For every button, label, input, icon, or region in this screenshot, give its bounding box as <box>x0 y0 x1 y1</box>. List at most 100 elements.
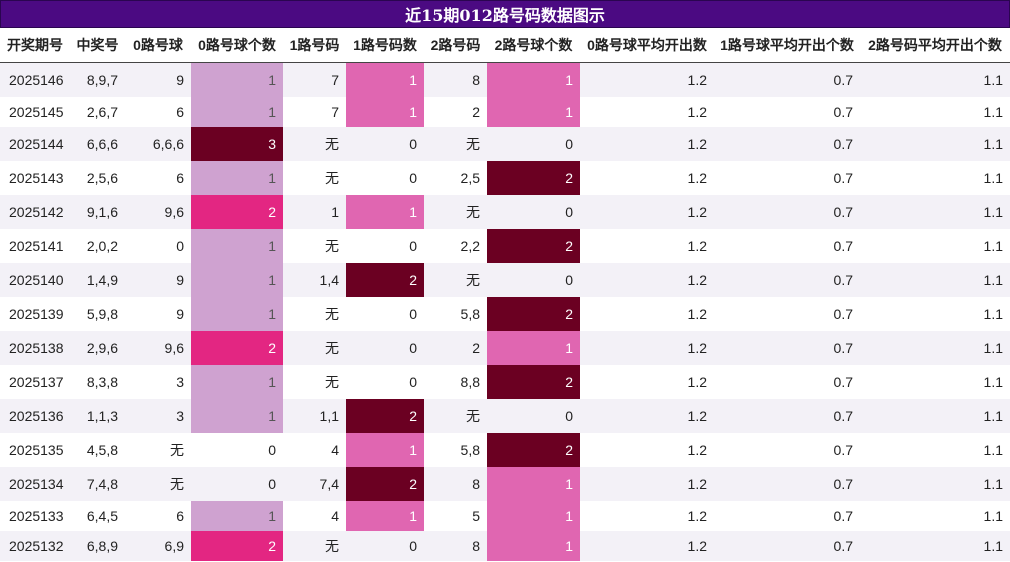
cell-route0: 0 <box>125 229 191 263</box>
cell-period: 2025143 <box>0 161 70 195</box>
cell-route1-avg: 0.7 <box>714 297 860 331</box>
cell-route0-avg: 1.2 <box>580 62 714 97</box>
cell-period: 2025145 <box>0 97 70 127</box>
cell-route2-avg: 1.1 <box>860 195 1010 229</box>
cell-route0-avg: 1.2 <box>580 263 714 297</box>
cell-route1: 1,4 <box>283 263 346 297</box>
cell-route2-count: 2 <box>487 229 580 263</box>
cell-route2-avg: 1.1 <box>860 467 1010 501</box>
cell-numbers: 8,3,8 <box>70 365 125 399</box>
cell-period: 2025142 <box>0 195 70 229</box>
table-row: 2025146 8,9,7 9 1 7 1 8 1 1.2 0.7 1.1 <box>0 62 1010 97</box>
cell-route1-avg: 0.7 <box>714 331 860 365</box>
cell-route0-avg: 1.2 <box>580 297 714 331</box>
cell-route0-count: 1 <box>191 297 283 331</box>
cell-numbers: 6,6,6 <box>70 127 125 161</box>
cell-route0-avg: 1.2 <box>580 97 714 127</box>
route-number-table: 开奖期号 中奖号 0路号球 0路号球个数 1路号码 1路号码数 2路号码 2路号… <box>0 28 1010 561</box>
cell-route0: 6,9 <box>125 531 191 561</box>
cell-route0: 9,6 <box>125 195 191 229</box>
header-route0-avg: 0路号球平均开出数 <box>580 28 714 63</box>
cell-route0-count: 1 <box>191 501 283 531</box>
cell-route1-avg: 0.7 <box>714 501 860 531</box>
cell-route0-count: 2 <box>191 195 283 229</box>
table-row: 2025134 7,4,8 无 0 7,4 2 8 1 1.2 0.7 1.1 <box>0 467 1010 501</box>
cell-route2-count: 2 <box>487 433 580 467</box>
cell-route1: 1,1 <box>283 399 346 433</box>
cell-route2-count: 1 <box>487 467 580 501</box>
cell-route1-count: 0 <box>346 297 424 331</box>
cell-route1-count: 1 <box>346 195 424 229</box>
cell-route2-count: 2 <box>487 297 580 331</box>
header-route1-count: 1路号码数 <box>346 28 424 63</box>
cell-numbers: 6,4,5 <box>70 501 125 531</box>
cell-numbers: 1,1,3 <box>70 399 125 433</box>
cell-route0: 6 <box>125 97 191 127</box>
cell-route0-count: 3 <box>191 127 283 161</box>
cell-route2-count: 0 <box>487 127 580 161</box>
cell-period: 2025136 <box>0 399 70 433</box>
cell-route1: 无 <box>283 331 346 365</box>
cell-route1-avg: 0.7 <box>714 97 860 127</box>
cell-route1-avg: 0.7 <box>714 62 860 97</box>
cell-route0: 无 <box>125 433 191 467</box>
cell-route2-count: 1 <box>487 331 580 365</box>
cell-route1-avg: 0.7 <box>714 229 860 263</box>
cell-route1-count: 1 <box>346 62 424 97</box>
table-row: 2025136 1,1,3 3 1 1,1 2 无 0 1.2 0.7 1.1 <box>0 399 1010 433</box>
cell-numbers: 5,9,8 <box>70 297 125 331</box>
cell-route2-avg: 1.1 <box>860 365 1010 399</box>
cell-route2: 8 <box>424 531 487 561</box>
table-row: 2025133 6,4,5 6 1 4 1 5 1 1.2 0.7 1.1 <box>0 501 1010 531</box>
cell-route0-avg: 1.2 <box>580 127 714 161</box>
cell-route1: 7,4 <box>283 467 346 501</box>
cell-route0-avg: 1.2 <box>580 365 714 399</box>
cell-route2: 2 <box>424 97 487 127</box>
cell-route0-count: 1 <box>191 62 283 97</box>
cell-route2-avg: 1.1 <box>860 161 1010 195</box>
header-period: 开奖期号 <box>0 28 70 63</box>
cell-route0: 3 <box>125 365 191 399</box>
cell-route0-count: 1 <box>191 229 283 263</box>
cell-numbers: 8,9,7 <box>70 62 125 97</box>
header-route1: 1路号码 <box>283 28 346 63</box>
header-route0: 0路号球 <box>125 28 191 63</box>
cell-route2-avg: 1.1 <box>860 331 1010 365</box>
cell-route1-avg: 0.7 <box>714 263 860 297</box>
cell-route0-count: 2 <box>191 531 283 561</box>
cell-route2: 无 <box>424 399 487 433</box>
cell-numbers: 4,5,8 <box>70 433 125 467</box>
cell-route2: 无 <box>424 263 487 297</box>
header-route2-avg: 2路号码平均开出个数 <box>860 28 1010 63</box>
cell-route0: 无 <box>125 467 191 501</box>
table-row: 2025138 2,9,6 9,6 2 无 0 2 1 1.2 0.7 1.1 <box>0 331 1010 365</box>
cell-route0: 9,6 <box>125 331 191 365</box>
cell-route1-count: 2 <box>346 263 424 297</box>
cell-route2-count: 1 <box>487 531 580 561</box>
cell-route2-avg: 1.1 <box>860 297 1010 331</box>
cell-route2-count: 1 <box>487 62 580 97</box>
cell-route1: 4 <box>283 433 346 467</box>
cell-period: 2025144 <box>0 127 70 161</box>
cell-period: 2025140 <box>0 263 70 297</box>
cell-route1-count: 1 <box>346 501 424 531</box>
table-row: 2025140 1,4,9 9 1 1,4 2 无 0 1.2 0.7 1.1 <box>0 263 1010 297</box>
cell-route0-avg: 1.2 <box>580 433 714 467</box>
cell-route1: 无 <box>283 297 346 331</box>
cell-period: 2025135 <box>0 433 70 467</box>
cell-route1: 无 <box>283 531 346 561</box>
cell-route1-count: 1 <box>346 433 424 467</box>
cell-route0: 6,6,6 <box>125 127 191 161</box>
table-row: 2025132 6,8,9 6,9 2 无 0 8 1 1.2 0.7 1.1 <box>0 531 1010 561</box>
table-row: 2025137 8,3,8 3 1 无 0 8,8 2 1.2 0.7 1.1 <box>0 365 1010 399</box>
cell-route0-avg: 1.2 <box>580 229 714 263</box>
cell-route1-count: 0 <box>346 127 424 161</box>
cell-period: 2025141 <box>0 229 70 263</box>
cell-route2: 8 <box>424 467 487 501</box>
cell-route1: 无 <box>283 365 346 399</box>
cell-numbers: 2,0,2 <box>70 229 125 263</box>
cell-route0: 9 <box>125 263 191 297</box>
cell-period: 2025138 <box>0 331 70 365</box>
table-row: 2025142 9,1,6 9,6 2 1 1 无 0 1.2 0.7 1.1 <box>0 195 1010 229</box>
cell-route1-avg: 0.7 <box>714 161 860 195</box>
